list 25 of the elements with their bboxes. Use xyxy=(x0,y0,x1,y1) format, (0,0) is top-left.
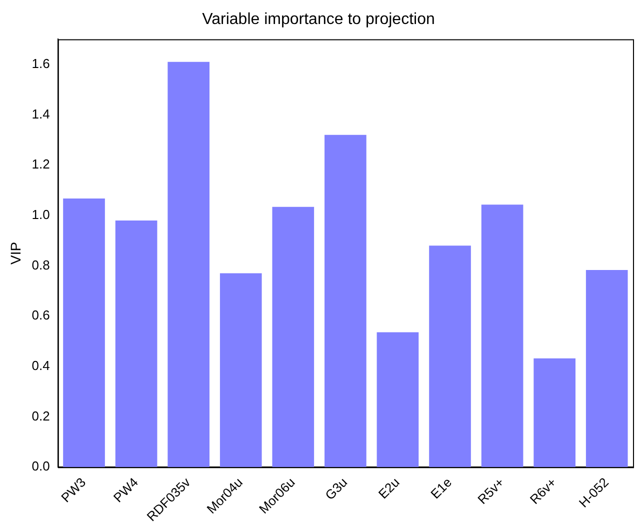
bar xyxy=(272,206,314,468)
y-tick-label: 0.4 xyxy=(32,358,50,374)
x-tick-label: G3u xyxy=(322,474,350,503)
bar xyxy=(376,332,419,468)
bar xyxy=(220,273,262,468)
bar xyxy=(534,358,576,468)
bar xyxy=(168,62,210,468)
y-tick-label: 1.2 xyxy=(32,156,50,172)
x-tick-label: E1e xyxy=(428,474,455,502)
y-tick-label: 0.0 xyxy=(32,458,50,474)
y-axis-title: VIP xyxy=(7,242,24,264)
y-tick-label: 1.0 xyxy=(32,206,50,222)
bar xyxy=(481,204,524,468)
x-tick-label: E2u xyxy=(375,474,402,502)
bar xyxy=(63,198,105,468)
chart-title: Variable importance to projection xyxy=(202,11,435,28)
y-tick-label: 0.2 xyxy=(32,408,50,424)
bar xyxy=(429,246,471,468)
y-tick-label: 1.4 xyxy=(32,106,50,122)
y-tick-label: 0.8 xyxy=(32,257,50,272)
bar xyxy=(115,220,158,468)
bar xyxy=(324,134,366,468)
bar xyxy=(586,270,628,468)
y-tick-label: 0.6 xyxy=(32,308,50,323)
y-tick-label: 1.6 xyxy=(32,56,50,71)
